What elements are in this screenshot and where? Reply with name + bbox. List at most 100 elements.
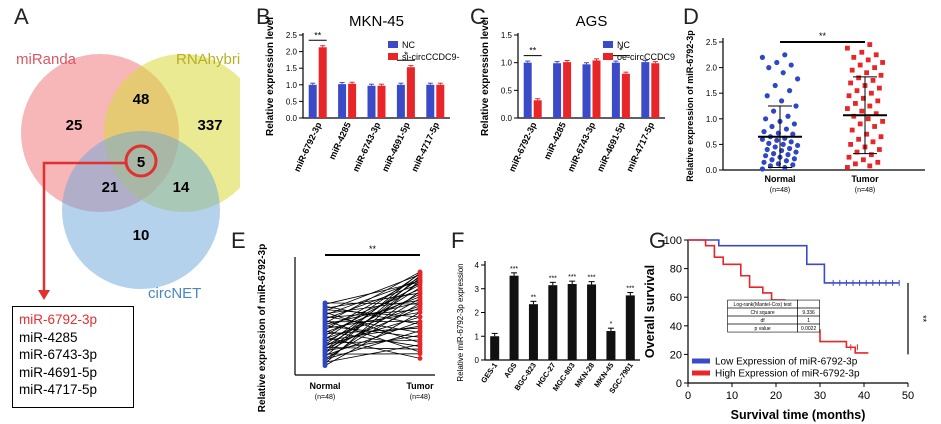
pair-line [324,287,421,348]
data-point [857,121,863,127]
data-point [854,149,860,155]
data-point [417,349,423,355]
mirna-list-item: miR-6743-3p [19,347,98,362]
data-point [856,75,861,81]
data-point [417,325,423,331]
data-point [774,59,780,66]
data-point [759,166,765,172]
x-tick-label: miR-4285 [542,121,568,162]
y-axis-label: Relative expression level [265,17,276,136]
y-tick-label: 0.5 [501,86,513,95]
data-point [859,108,865,114]
n-label: (n=48) [855,187,875,194]
data-point [845,165,850,170]
pair-line [324,325,421,338]
bar [606,331,616,360]
data-point [417,344,423,349]
stats-label: Log-rank(Mantel-Cox) test [734,302,793,308]
y-tick-label: 1 [475,332,480,341]
stats-cell [797,323,820,333]
data-point [854,88,860,94]
pair-line [324,298,421,354]
x-tick-label: miR-6792-3p [507,120,539,173]
data-point [848,142,853,147]
data-point [772,82,778,89]
stats-label: df [761,318,766,324]
pair-line [324,320,421,353]
data-point [417,290,423,296]
venn-diagram: miRanda RNAhybrid circNET 25 48 337 21 1… [16,51,240,300]
pair-line [324,347,421,350]
bar [348,83,357,118]
data-point [846,154,852,160]
pair-line [324,330,421,347]
data-point [772,144,778,150]
x-axis-label: Survival time (months) [731,408,866,422]
significance-mark: ** [918,315,928,323]
bar [426,84,435,118]
data-point [417,340,423,346]
y-tick-label: 1.5 [501,31,513,40]
y-tick-label: 0.0 [501,114,513,123]
legend-label: NC [617,40,630,50]
chart-title: AGS [576,13,608,30]
data-point [865,116,871,122]
data-point [790,162,796,168]
y-tick-label: 2 [475,309,480,318]
data-point [417,301,423,307]
y-tick-label: 0.5 [286,97,298,106]
x-tick-label: miR-6743-3p [351,120,383,173]
legend-label: High Expression of miR-6792-3p [715,369,860,380]
y-tick-label: 100 [664,235,682,247]
data-point [782,52,788,58]
y-tick-label: 2.0 [286,48,298,57]
mirna-list-item: miR-4691-5p [19,364,98,380]
significance-mark: ** [531,294,537,301]
data-point [875,98,881,104]
chart-e-paired: Relative expression of miR-6792-3p ** Norm… [257,244,435,412]
data-point [763,153,769,159]
data-point [779,98,785,104]
bar [377,85,386,118]
bar [567,284,577,360]
bar [553,63,562,118]
x-tick-label: miR-4691-5p [380,120,412,173]
data-point [771,151,777,157]
x-tick-label: miR-4717-5p [409,120,441,173]
x-tick-label: 0 [685,390,691,402]
data-point [761,159,767,165]
data-point [795,142,801,149]
data-point [861,157,866,163]
data-point [769,123,775,130]
data-point [417,307,423,313]
x-tick-label: 50 [902,390,914,402]
bar [338,84,347,118]
data-point [791,121,797,127]
venn-label-miranda: miRanda [16,51,77,68]
y-tick-label: 0.0 [706,166,718,175]
pair-line [324,344,421,363]
data-point [763,116,769,122]
y-tick-label: 2.0 [706,64,718,73]
stats-cell [797,299,820,309]
bar [587,284,597,360]
x-tick-label: 30 [814,390,826,402]
bar [308,84,317,118]
venn-pointer-arrowhead [38,290,50,300]
data-point [771,108,777,114]
n-label: (n=48) [315,394,335,401]
pair-line [324,325,421,342]
data-point [417,334,423,340]
data-point [861,95,866,101]
data-point [849,67,855,73]
data-point [878,72,884,78]
stats-value: 9.336 [802,310,815,316]
venn-count-miranda-circnet: 21 [102,179,119,196]
data-point [851,54,857,60]
significance-mark: ** [529,46,537,56]
stats-value: 0.0022 [801,326,817,332]
data-point [417,287,423,292]
y-tick-label: 1.0 [706,115,718,124]
y-tick-label: 1.5 [286,64,298,73]
data-point [869,152,874,158]
